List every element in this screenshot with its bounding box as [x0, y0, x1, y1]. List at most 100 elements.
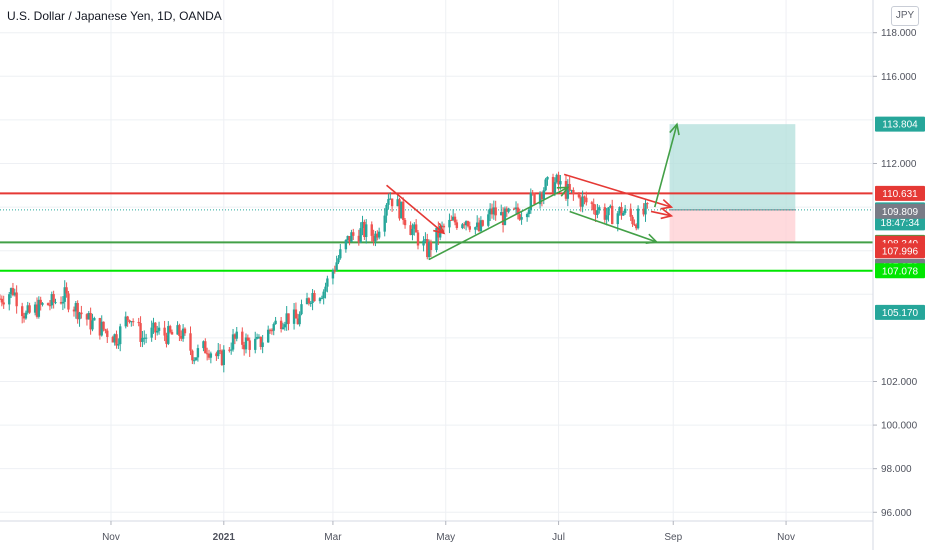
candle-body	[475, 222, 479, 228]
candle-body	[65, 287, 68, 294]
candle-body	[370, 224, 373, 236]
candle-body	[98, 318, 102, 336]
time-axis[interactable]: Nov 2021 Mar May Jul Sep Nov	[102, 521, 795, 543]
candle-body	[348, 235, 351, 242]
candle-body	[320, 298, 324, 300]
candle-body	[629, 208, 632, 217]
candle-body	[131, 321, 135, 323]
candle-body	[333, 270, 336, 272]
candle-body	[339, 249, 342, 259]
candle-body	[311, 293, 314, 303]
candle-body	[512, 208, 516, 210]
candle-body	[461, 224, 464, 228]
candle-body	[494, 207, 497, 216]
candle-body	[2, 302, 5, 305]
candle-body	[492, 207, 496, 215]
candle-body	[607, 207, 610, 216]
candle-body	[246, 337, 250, 341]
candle-body	[100, 321, 103, 336]
candle-body	[579, 197, 582, 207]
candle-body	[59, 302, 63, 304]
candle-body	[126, 316, 129, 321]
candle-body	[168, 326, 172, 332]
candle-body	[429, 242, 433, 250]
candle-body	[622, 212, 625, 216]
candle-body	[450, 219, 453, 221]
candle-body	[141, 337, 144, 342]
candle-body	[331, 270, 335, 279]
candle-body	[503, 208, 507, 225]
x-tick-label: Nov	[777, 532, 795, 543]
candle-body	[279, 320, 283, 330]
candle-body	[477, 222, 481, 232]
price-badge	[875, 203, 925, 219]
grid-layer	[0, 0, 873, 521]
candle-body	[551, 176, 555, 193]
candle-body	[596, 210, 599, 215]
candle-body	[183, 328, 187, 334]
candle-body	[48, 305, 52, 307]
candle-body	[533, 193, 536, 205]
candle-body	[106, 330, 109, 337]
candle-body	[102, 321, 105, 330]
red-arrow-head	[660, 199, 674, 210]
y-tick-label: 116.000	[881, 72, 917, 83]
candle-body	[372, 235, 375, 242]
candle-body	[222, 349, 225, 366]
currency-selector-button[interactable]: JPY	[891, 6, 919, 26]
candle-body	[228, 349, 231, 351]
candle-body	[54, 302, 57, 304]
candle-body	[487, 214, 490, 226]
candle-body	[623, 208, 627, 213]
price-badge-label: 109.809	[882, 207, 919, 218]
candle-body	[411, 228, 414, 236]
candle-body	[231, 334, 235, 350]
candle-body	[189, 333, 192, 351]
candle-body	[254, 338, 257, 350]
candle-body	[157, 327, 161, 331]
red-arrow-line	[386, 184, 445, 234]
candle-body	[455, 222, 459, 228]
red-arrow-line	[650, 210, 672, 217]
candle-body	[603, 207, 607, 220]
candle-body	[217, 350, 220, 357]
candle-body	[479, 220, 483, 232]
candle-body	[520, 217, 523, 220]
x-tick-label: May	[436, 532, 455, 543]
candle-body	[11, 288, 15, 296]
candle-body	[257, 336, 261, 338]
candle-body	[427, 242, 431, 258]
candle-body	[72, 309, 76, 312]
profit-zone	[669, 124, 796, 210]
price-badge-label: 110.631	[882, 189, 918, 200]
candle-body	[15, 292, 18, 307]
candle-body	[80, 312, 83, 315]
candle-body	[61, 301, 65, 304]
candle-body	[531, 192, 534, 194]
price-badge-label: 105.170	[882, 308, 919, 319]
candle-body	[324, 286, 327, 292]
candle-body	[111, 336, 115, 343]
green-arrow-head	[556, 186, 570, 197]
candle-body	[481, 220, 484, 226]
price-axis[interactable]: 118.000 116.000 112.000 102.000 100.000 98.00…	[873, 28, 918, 519]
candle-body	[244, 337, 248, 350]
candle-body	[8, 294, 11, 305]
x-tick-label: Nov	[102, 532, 120, 543]
candle-body	[63, 287, 66, 302]
candle-body	[542, 190, 545, 200]
candle-body	[202, 341, 205, 349]
candle-body	[91, 320, 94, 330]
candle-body	[644, 203, 647, 215]
candle-body	[52, 294, 55, 303]
candle-body	[22, 316, 26, 319]
candles-layer	[0, 171, 649, 373]
countdown-label: 18:47:34	[881, 218, 920, 229]
candle-body	[119, 326, 122, 345]
candle-body	[13, 292, 16, 296]
y-tick-label: 112.000	[881, 159, 917, 170]
y-tick-label: 96.000	[881, 508, 912, 519]
candle-body	[585, 197, 588, 203]
candle-body	[113, 334, 116, 343]
